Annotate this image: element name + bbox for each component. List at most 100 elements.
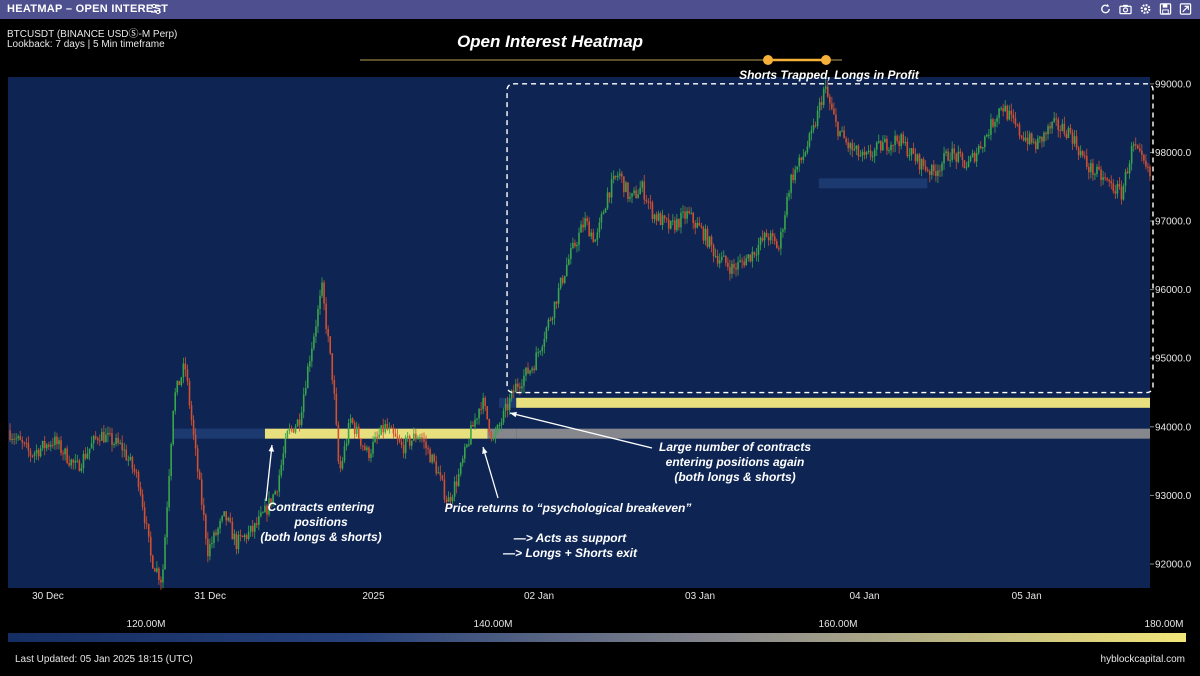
candle <box>880 141 882 151</box>
candle <box>258 516 260 525</box>
candle <box>908 155 911 157</box>
candle <box>101 431 103 441</box>
candle <box>490 432 493 439</box>
candle <box>156 568 158 572</box>
candle <box>808 133 811 147</box>
candle <box>612 175 615 180</box>
candle <box>353 422 356 434</box>
candle <box>635 190 637 199</box>
gear-icon[interactable] <box>1139 2 1152 16</box>
refresh-icon[interactable] <box>1099 2 1112 16</box>
candle <box>945 151 947 154</box>
candle <box>1049 126 1051 129</box>
colorbar <box>8 633 1186 642</box>
candle <box>439 472 442 476</box>
candle <box>447 497 450 502</box>
title-bar: HEATMAP – OPEN INTEREST <box>0 0 1200 19</box>
candle <box>641 181 644 188</box>
x-tick-label: 31 Dec <box>194 591 226 602</box>
candle <box>592 232 595 242</box>
time-range-slider[interactable] <box>360 53 842 67</box>
candle <box>190 405 193 421</box>
lookback-label: Lookback: 7 days | 5 Min timeframe <box>7 39 165 50</box>
candle <box>553 301 556 318</box>
colorbar-label: 140.00M <box>473 619 513 630</box>
candle <box>143 507 146 524</box>
save-icon[interactable] <box>1159 2 1172 16</box>
candle <box>68 463 70 466</box>
candle <box>1071 132 1074 144</box>
candle <box>716 255 719 264</box>
candle <box>514 383 517 393</box>
candle <box>655 214 658 221</box>
candle <box>413 433 415 441</box>
expand-icon[interactable] <box>1179 2 1192 16</box>
candle <box>800 157 803 161</box>
candle <box>578 232 580 245</box>
candle <box>192 420 195 435</box>
candle <box>461 458 464 464</box>
candle <box>818 102 821 111</box>
candle <box>317 308 319 327</box>
candle <box>882 142 884 151</box>
candle <box>341 460 344 469</box>
candle <box>243 535 246 538</box>
candle <box>64 448 66 455</box>
candle <box>702 227 705 241</box>
candle <box>198 471 201 480</box>
candle <box>565 264 568 276</box>
candle <box>988 134 990 136</box>
candle <box>737 262 739 270</box>
candle <box>867 150 870 152</box>
candle <box>810 130 813 134</box>
sliders-icon[interactable] <box>150 3 162 15</box>
candle <box>739 260 741 263</box>
candle <box>135 471 138 473</box>
camera-icon[interactable] <box>1119 2 1132 16</box>
candle <box>72 459 75 463</box>
annotation-text: —> Longs + Shorts exit <box>502 546 638 560</box>
y-tick-label: 99000.0 <box>1155 79 1192 90</box>
candle <box>319 295 321 309</box>
annotation-arrow <box>482 446 499 499</box>
candle <box>845 138 847 143</box>
candle <box>551 317 554 320</box>
candle <box>659 213 662 226</box>
candle <box>129 456 132 460</box>
candle <box>119 442 121 444</box>
candle <box>561 277 564 283</box>
candle <box>957 151 960 162</box>
candle <box>570 248 572 260</box>
candle <box>718 260 721 264</box>
symbol-label: BTCUSDT (BINANCE USDⓈ-M Perp) <box>7 29 178 40</box>
oi-level <box>818 178 928 189</box>
candle <box>892 144 894 146</box>
candle <box>276 491 278 493</box>
candle <box>296 419 299 427</box>
candle <box>643 181 646 200</box>
candle <box>219 520 221 529</box>
candle <box>298 419 301 426</box>
candle <box>1124 171 1127 186</box>
candle <box>268 498 270 515</box>
candle <box>981 147 984 149</box>
candle <box>1012 114 1015 119</box>
candle <box>421 437 423 440</box>
candle <box>816 110 819 127</box>
candle <box>107 433 109 435</box>
candle <box>80 468 83 472</box>
candle <box>88 448 91 454</box>
candle <box>1000 108 1002 110</box>
candle <box>121 442 123 451</box>
candle <box>37 449 40 457</box>
candle <box>262 512 264 514</box>
candle <box>217 528 219 535</box>
candle <box>955 153 958 162</box>
candle <box>474 419 476 427</box>
annotation-text: (both longs & shorts) <box>674 470 795 484</box>
candle <box>959 151 962 154</box>
x-tick-label: 30 Dec <box>32 591 64 602</box>
candle <box>857 145 860 157</box>
candle <box>875 142 878 150</box>
candle <box>355 426 358 434</box>
